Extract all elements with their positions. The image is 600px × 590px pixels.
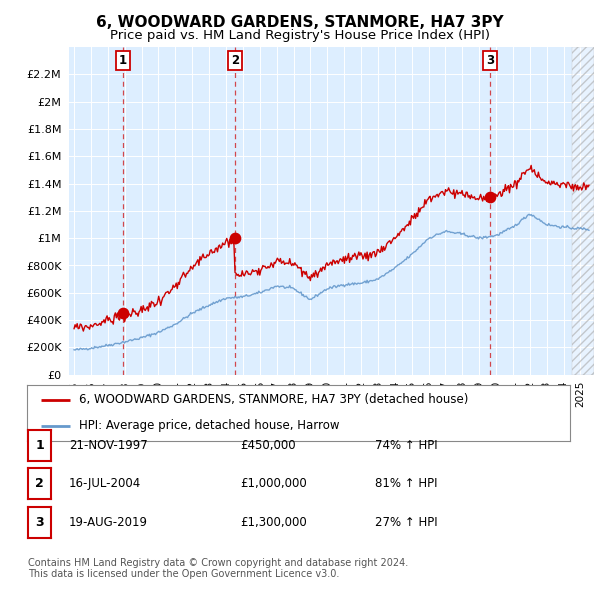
Text: 6, WOODWARD GARDENS, STANMORE, HA7 3PY (detached house): 6, WOODWARD GARDENS, STANMORE, HA7 3PY (… [79, 394, 468, 407]
Point [485, 192, 494, 202]
Text: 16-JUL-2004: 16-JUL-2004 [69, 477, 141, 490]
Text: 2: 2 [35, 477, 44, 490]
Text: £1,300,000: £1,300,000 [240, 516, 307, 529]
Text: 19-AUG-2019: 19-AUG-2019 [69, 516, 148, 529]
Point [230, 234, 240, 243]
Point [118, 309, 128, 318]
Text: £450,000: £450,000 [240, 439, 296, 452]
Text: 2: 2 [231, 54, 239, 67]
Text: Price paid vs. HM Land Registry's House Price Index (HPI): Price paid vs. HM Land Registry's House … [110, 30, 490, 42]
Text: £1,000,000: £1,000,000 [240, 477, 307, 490]
Text: 74% ↑ HPI: 74% ↑ HPI [375, 439, 437, 452]
Text: 81% ↑ HPI: 81% ↑ HPI [375, 477, 437, 490]
Text: 3: 3 [486, 54, 494, 67]
Text: HPI: Average price, detached house, Harrow: HPI: Average price, detached house, Harr… [79, 419, 339, 432]
Text: Contains HM Land Registry data © Crown copyright and database right 2024.
This d: Contains HM Land Registry data © Crown c… [28, 558, 409, 579]
Text: 27% ↑ HPI: 27% ↑ HPI [375, 516, 437, 529]
Text: 6, WOODWARD GARDENS, STANMORE, HA7 3PY: 6, WOODWARD GARDENS, STANMORE, HA7 3PY [96, 15, 504, 30]
Text: 1: 1 [119, 54, 127, 67]
Text: 1: 1 [35, 439, 44, 452]
Text: 3: 3 [35, 516, 44, 529]
Text: 21-NOV-1997: 21-NOV-1997 [69, 439, 148, 452]
